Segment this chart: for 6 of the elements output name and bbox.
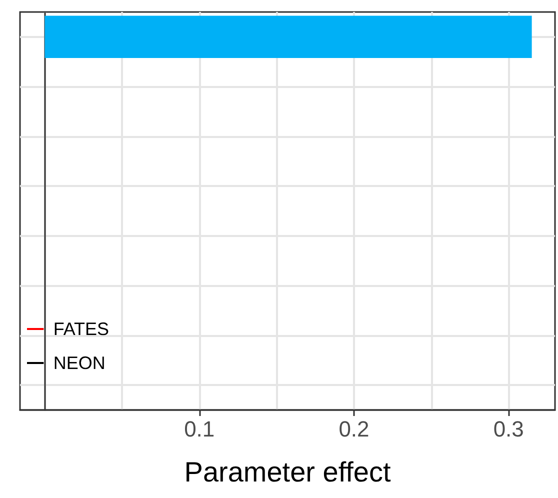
x-axis-title: Parameter effect — [184, 456, 391, 488]
x-tick-label: 0.1 — [184, 416, 215, 442]
x-tick-label: 0.2 — [338, 416, 370, 442]
legend-label: NEON — [53, 353, 106, 373]
legend-label: FATES — [53, 319, 110, 339]
x-tick-label: 0.3 — [493, 416, 524, 442]
